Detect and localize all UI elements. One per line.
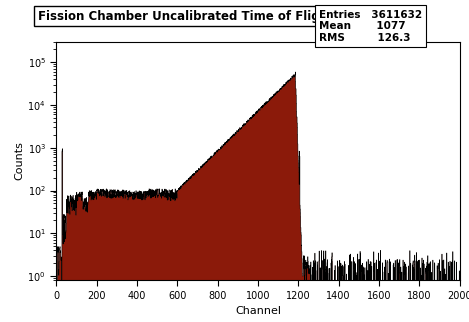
X-axis label: Channel: Channel <box>235 306 281 316</box>
Text: Fission Chamber Uncalibrated Time of Flight: Fission Chamber Uncalibrated Time of Fli… <box>38 10 333 23</box>
Y-axis label: Counts: Counts <box>15 142 24 180</box>
Text: Entries   3611632
Mean       1077
RMS         126.3: Entries 3611632 Mean 1077 RMS 126.3 <box>319 10 422 43</box>
